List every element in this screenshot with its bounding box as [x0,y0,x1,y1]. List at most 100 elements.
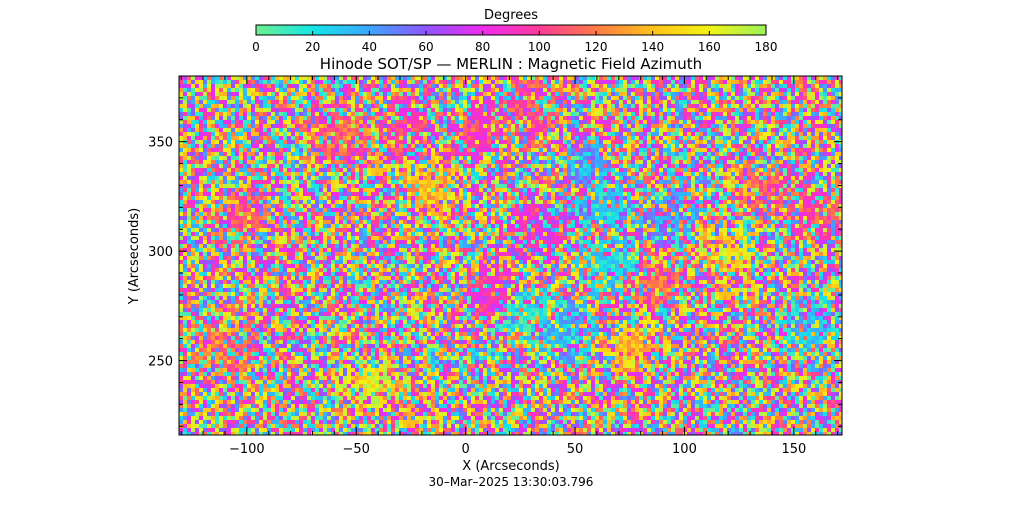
heatmap-cell [815,140,819,144]
heatmap-cell [587,92,591,96]
heatmap-cell [639,140,643,144]
heatmap-cell [247,112,251,116]
heatmap-cell [583,104,587,108]
heatmap-cell [443,148,447,152]
heatmap-cell [695,100,699,104]
heatmap-cell [263,108,267,112]
heatmap-cell [179,192,183,196]
heatmap-cell [499,108,503,112]
heatmap-cell [599,168,603,172]
heatmap-cell [199,92,203,96]
heatmap-cell [723,104,727,108]
heatmap-cell [351,136,355,140]
heatmap-cell [415,104,419,108]
heatmap-cell [467,168,471,172]
heatmap-cell [195,180,199,184]
heatmap-cell [815,76,819,80]
heatmap-cell [543,128,547,132]
heatmap-cell [539,92,543,96]
heatmap-cell [651,104,655,108]
heatmap-cell [675,192,679,196]
heatmap-cell [667,132,671,136]
heatmap-cell [767,104,771,108]
heatmap-cell [367,92,371,96]
heatmap-cell [491,84,495,88]
heatmap-cell [387,192,391,196]
heatmap-cell [751,116,755,120]
heatmap-cell [731,172,735,176]
heatmap-cell [667,76,671,80]
heatmap-cell [799,140,803,144]
heatmap-cell [755,76,759,80]
heatmap-cell [647,140,651,144]
heatmap-cell [715,168,719,172]
heatmap-cell [775,100,779,104]
heatmap-cell [415,76,419,80]
heatmap-cell [203,104,207,108]
heatmap-cell [451,140,455,144]
heatmap-cell [355,148,359,152]
heatmap-cell [535,116,539,120]
heatmap-cell [555,96,559,100]
heatmap-cell [347,148,351,152]
heatmap-cell [547,76,551,80]
heatmap-cell [363,136,367,140]
heatmap-cell [775,144,779,148]
heatmap-cell [755,80,759,84]
heatmap-cell [275,168,279,172]
heatmap-cell [323,188,327,192]
heatmap-cell [447,88,451,92]
heatmap-cell [807,172,811,176]
heatmap-cell [379,108,383,112]
heatmap-cell [611,104,615,108]
heatmap-cell [787,164,791,168]
heatmap-cell [375,92,379,96]
heatmap-cell [383,172,387,176]
heatmap-cell [591,160,595,164]
heatmap-cell [475,92,479,96]
heatmap-cell [759,92,763,96]
heatmap-cell [699,144,703,148]
heatmap-cell [319,84,323,88]
heatmap-cell [799,172,803,176]
heatmap-cell [479,140,483,144]
heatmap-cell [787,100,791,104]
heatmap-cell [831,92,835,96]
heatmap-cell [383,124,387,128]
heatmap-cell [571,120,575,124]
heatmap-cell [279,176,283,180]
heatmap-cell [711,80,715,84]
heatmap-cell [459,160,463,164]
heatmap-cell [387,180,391,184]
heatmap-cell [703,100,707,104]
heatmap-cell [819,112,823,116]
heatmap-cell [735,132,739,136]
heatmap-cell [335,104,339,108]
heatmap-cell [603,104,607,108]
heatmap-cell [483,180,487,184]
heatmap-cell [443,176,447,180]
heatmap-cell [483,124,487,128]
heatmap-cell [323,192,327,196]
heatmap-cell [507,128,511,132]
heatmap-cell [499,144,503,148]
heatmap-cell [195,172,199,176]
heatmap-cell [547,156,551,160]
heatmap-cell [367,120,371,124]
heatmap-cell [695,120,699,124]
heatmap-cell [763,136,767,140]
heatmap-cell [739,172,743,176]
heatmap-cell [611,188,615,192]
heatmap-cell [227,148,231,152]
heatmap-cell [215,148,219,152]
heatmap-cell [235,88,239,92]
heatmap-cell [259,188,263,192]
heatmap-cell [779,184,783,188]
heatmap-cell [755,88,759,92]
heatmap-cell [807,188,811,192]
heatmap-cell [395,160,399,164]
heatmap-cell [679,136,683,140]
heatmap-cell [351,96,355,100]
heatmap-cell [479,96,483,100]
heatmap-cell [359,140,363,144]
